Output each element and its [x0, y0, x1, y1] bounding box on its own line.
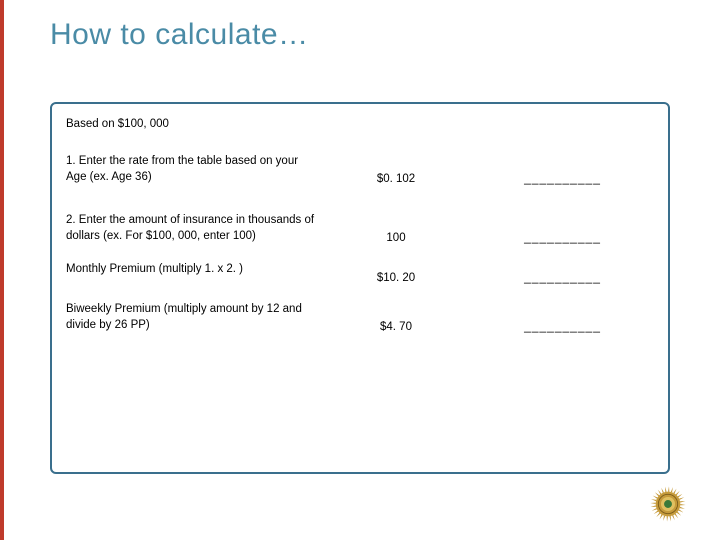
calc-box: Based on $100, 000 1. Enter the rate fro… [50, 102, 670, 474]
row-4: Biweekly Premium (multiply amount by 12 … [66, 302, 654, 333]
row-2-instr: 2. Enter the amount of insurance in thou… [66, 213, 321, 244]
row-1-blank: __________ [471, 163, 654, 185]
row-4-instr: Biweekly Premium (multiply amount by 12 … [66, 302, 321, 333]
row-2-value: 100 [321, 224, 471, 244]
row-3: Monthly Premium (multiply 1. x 2. ) $10.… [66, 262, 654, 284]
row-3-blank: __________ [471, 262, 654, 284]
row-3-value: $10. 20 [321, 264, 471, 284]
row-1-value: $0. 102 [321, 165, 471, 185]
slide-title: How to calculate… [50, 18, 309, 52]
seal-badge-icon [646, 482, 690, 526]
basis-text: Based on $100, 000 [66, 118, 654, 130]
row-1: 1. Enter the rate from the table based o… [66, 154, 654, 185]
row-3-instr: Monthly Premium (multiply 1. x 2. ) [66, 262, 321, 278]
row-4-blank: __________ [471, 311, 654, 333]
row-4-value: $4. 70 [321, 313, 471, 333]
accent-bar [0, 0, 4, 540]
row-1-instr: 1. Enter the rate from the table based o… [66, 154, 321, 185]
row-2-blank: __________ [471, 222, 654, 244]
row-2: 2. Enter the amount of insurance in thou… [66, 213, 654, 244]
